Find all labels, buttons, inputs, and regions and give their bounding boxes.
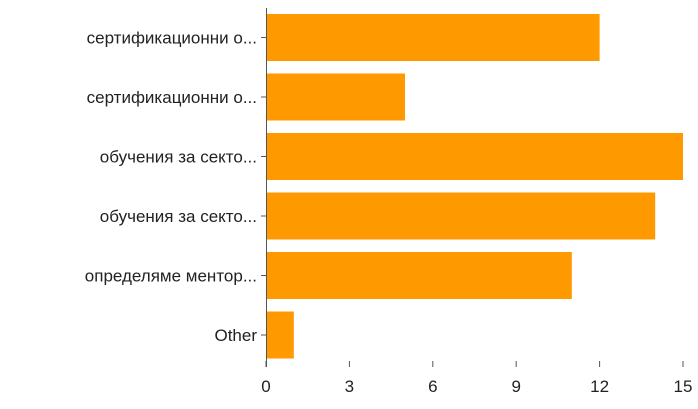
bar xyxy=(266,14,600,61)
bars-layer xyxy=(266,14,683,359)
axis-layer xyxy=(261,8,684,367)
category-label: сертификационни о... xyxy=(87,88,257,107)
x-tick-label: 15 xyxy=(674,377,693,396)
bar xyxy=(266,311,294,359)
bar xyxy=(266,73,405,121)
x-tick-label: 3 xyxy=(345,377,354,396)
category-label: Other xyxy=(214,326,257,345)
category-label: сертификационни о... xyxy=(87,29,257,48)
x-tick-label: 12 xyxy=(590,377,609,396)
x-tick-label: 0 xyxy=(261,377,270,396)
bar xyxy=(266,252,572,299)
category-label: обучения за секто... xyxy=(100,148,257,167)
x-tick-label: 9 xyxy=(511,377,520,396)
bar xyxy=(266,133,683,180)
labels-layer: сертификационни о... сертификационни о...… xyxy=(85,29,693,397)
bar xyxy=(266,192,656,240)
x-tick-label: 6 xyxy=(428,377,437,396)
category-label: определяме ментор... xyxy=(85,267,257,286)
category-label: обучения за секто... xyxy=(100,207,257,226)
